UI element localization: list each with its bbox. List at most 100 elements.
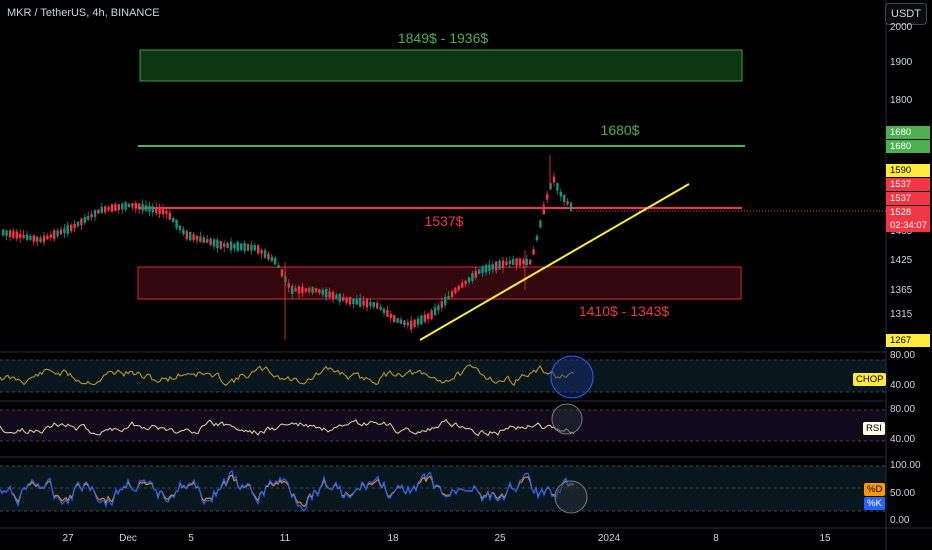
candle-body — [532, 249, 535, 255]
candle-body — [22, 234, 25, 239]
candle-body — [321, 289, 324, 295]
rsi-tick: 80.00 — [890, 404, 916, 415]
candle-body — [491, 264, 494, 270]
candle-body — [386, 309, 389, 317]
candle-body — [529, 259, 532, 265]
candle-body — [280, 269, 284, 277]
candle-body — [229, 241, 233, 251]
candle-body — [257, 245, 260, 254]
candle-body — [501, 260, 505, 269]
chop-line — [0, 364, 575, 387]
candle-body — [165, 210, 168, 214]
candle-body — [206, 239, 209, 243]
candle-body — [495, 261, 498, 271]
candle-body — [338, 294, 341, 302]
candle-body — [25, 234, 29, 240]
candle-body — [461, 282, 464, 288]
candle-body — [335, 294, 338, 299]
rsi-line — [0, 418, 575, 437]
candle-body — [175, 219, 178, 229]
chop-label[interactable]: CHOP — [853, 373, 887, 386]
candle-body — [464, 280, 467, 285]
candle-body — [107, 207, 110, 211]
candle-body — [563, 195, 566, 203]
candle-body — [505, 261, 508, 266]
currency-button[interactable]: USDT — [885, 3, 927, 25]
candle-body — [87, 215, 90, 220]
candle-body — [539, 220, 542, 228]
candle-body — [542, 205, 545, 215]
time-tick: 15 — [819, 533, 831, 544]
candle-body — [56, 230, 59, 237]
candle-body — [484, 265, 488, 273]
chop-highlight-circle[interactable] — [550, 355, 594, 399]
time-tick: 5 — [188, 533, 194, 544]
candle-body — [365, 299, 369, 308]
resistance-zone-label: 1849$ - 1936$ — [397, 30, 489, 46]
candle-body — [178, 225, 182, 230]
candle-body — [110, 204, 114, 213]
candle-body — [410, 320, 413, 330]
candle-body — [512, 259, 515, 265]
support-zone[interactable] — [137, 266, 742, 300]
stoch-d-label[interactable]: %D — [864, 483, 886, 496]
candle-body — [454, 288, 457, 294]
candle-body — [144, 205, 148, 211]
candle-body — [158, 207, 161, 215]
candle-body — [117, 204, 120, 211]
candle-body — [444, 296, 447, 306]
candle-body — [2, 229, 5, 236]
resistance-zone[interactable] — [139, 49, 743, 82]
candle-body — [97, 209, 100, 214]
candle-body — [277, 264, 280, 268]
candle-body — [138, 203, 141, 210]
candle-body — [53, 230, 56, 240]
rsi-label[interactable]: RSI — [863, 422, 885, 435]
candle-body — [416, 318, 420, 325]
candle-body — [342, 297, 345, 301]
candle-body — [216, 239, 219, 249]
candle-body — [5, 230, 8, 236]
candle-body — [246, 243, 250, 251]
rsi-band — [0, 410, 886, 441]
candle-body — [481, 266, 484, 274]
stoch-k-label[interactable]: %K — [864, 497, 885, 510]
time-tick: 18 — [387, 533, 399, 544]
stoch-highlight-circle[interactable] — [554, 480, 588, 514]
candle-body — [15, 231, 18, 239]
candle-body — [396, 318, 399, 323]
trendline[interactable] — [419, 183, 690, 341]
candle-body — [233, 243, 236, 249]
candle-body — [467, 277, 471, 283]
candle-body — [362, 300, 365, 306]
candle-body — [260, 250, 263, 254]
candle-body — [498, 260, 501, 270]
candle-body — [304, 288, 307, 292]
rsi-highlight-circle[interactable] — [551, 403, 583, 435]
candle-body — [355, 298, 358, 305]
candle-body — [556, 183, 559, 191]
candle-body — [345, 297, 348, 303]
price-tick: 2000 — [890, 22, 913, 33]
candle-body — [63, 228, 66, 234]
candle-body — [518, 258, 522, 266]
candle-body — [66, 225, 69, 234]
candle-body — [240, 243, 243, 250]
candle-body — [437, 305, 440, 311]
candle-body — [403, 320, 406, 325]
candle-body — [535, 235, 539, 241]
candle-body — [318, 289, 321, 293]
candle-body — [151, 206, 154, 213]
candle-body — [267, 253, 270, 260]
candle-body — [359, 297, 362, 307]
price-tag-mid: 1537 — [886, 178, 930, 191]
candle-body — [406, 322, 409, 326]
candle-body — [447, 295, 450, 300]
candle-body — [223, 243, 226, 248]
price-tick: 1800 — [890, 95, 913, 106]
chop-tick: 40.00 — [890, 380, 916, 391]
candle-body — [253, 245, 256, 251]
chop-band — [0, 360, 886, 392]
candle-body — [172, 217, 175, 223]
